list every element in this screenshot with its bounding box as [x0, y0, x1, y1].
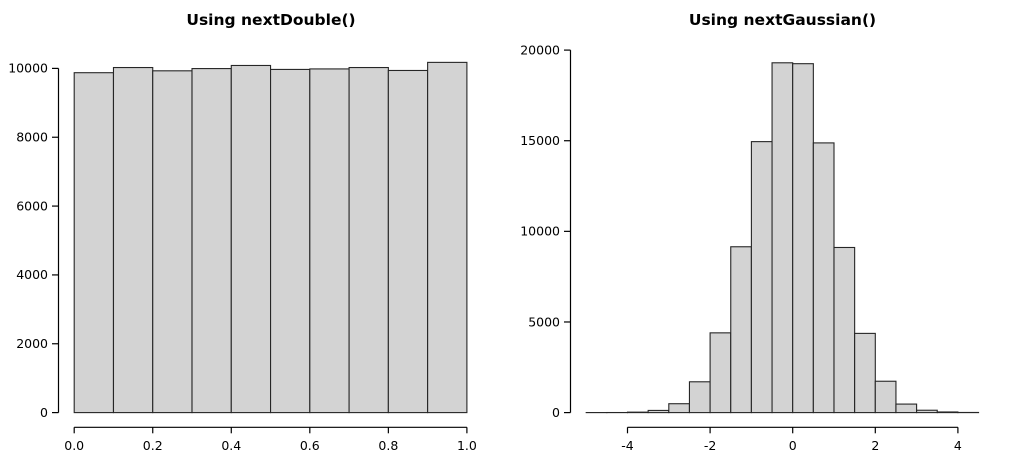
y-tick-label: 8000 — [16, 130, 48, 145]
x-tick-label: 4 — [954, 438, 962, 453]
histogram-bar — [895, 403, 918, 414]
histogram-bar — [668, 403, 690, 414]
x-tick-label: 0.2 — [143, 438, 163, 453]
histogram-bar — [688, 381, 711, 414]
histogram-bar — [730, 246, 752, 414]
histogram-bar — [387, 69, 429, 414]
x-tick-label: 1.0 — [457, 438, 477, 453]
y-tick-label: 0 — [552, 405, 560, 420]
histogram-bar — [874, 380, 897, 414]
y-tick-label: 6000 — [16, 198, 48, 213]
y-tick-label: 5000 — [528, 314, 560, 329]
x-tick-label: -4 — [621, 438, 634, 453]
histogram-bar — [348, 66, 389, 414]
histogram-bar — [812, 142, 835, 414]
x-tick-label: 0.4 — [221, 438, 241, 453]
histogram-bar — [152, 70, 193, 414]
histogram-bar — [916, 409, 938, 414]
histogram-bar — [833, 246, 856, 414]
histogram-bar — [771, 62, 794, 414]
histogram-bar — [647, 409, 670, 414]
histogram-bar — [750, 141, 773, 414]
histogram-bar — [269, 68, 311, 414]
histogram-bar — [230, 64, 272, 414]
y-tick-label: 4000 — [16, 267, 48, 282]
x-tick-label: 0 — [789, 438, 797, 453]
y-tick-label: 10000 — [520, 224, 560, 239]
y-tick-label: 0 — [40, 405, 48, 420]
histogram-bar — [73, 72, 115, 414]
x-tick-label: 2 — [871, 438, 879, 453]
x-tick-label: 0.8 — [378, 438, 398, 453]
x-tick-label: -2 — [704, 438, 716, 453]
chart-title-next-gaussian: Using nextGaussian() — [689, 11, 876, 29]
y-tick-label: 15000 — [520, 133, 560, 148]
histogram-bar — [191, 68, 232, 414]
histogram-bar — [709, 332, 732, 414]
histogram-bar — [309, 68, 350, 414]
x-tick-label: 0.0 — [64, 438, 84, 453]
histogram-bar — [112, 66, 154, 414]
histogram-bar — [936, 411, 959, 414]
y-tick-label: 10000 — [8, 61, 48, 76]
x-tick-label: 0.6 — [300, 438, 320, 453]
plot-next-double: 0 2000 4000 6000 8000 10000 0.0 0.2 0.4 0.6 0.8 1.0 — [8, 61, 477, 453]
chart-title-next-double: Using nextDouble() — [186, 11, 355, 29]
plot-next-gaussian: 0 5000 10000 15000 20000 -4 -2 0 2 4 — [520, 42, 980, 453]
y-tick-label: 20000 — [520, 42, 560, 57]
histogram-bar — [427, 61, 468, 414]
y-tick-label: 2000 — [16, 336, 48, 351]
histogram-bar — [792, 63, 814, 414]
histogram-bar — [854, 332, 876, 414]
